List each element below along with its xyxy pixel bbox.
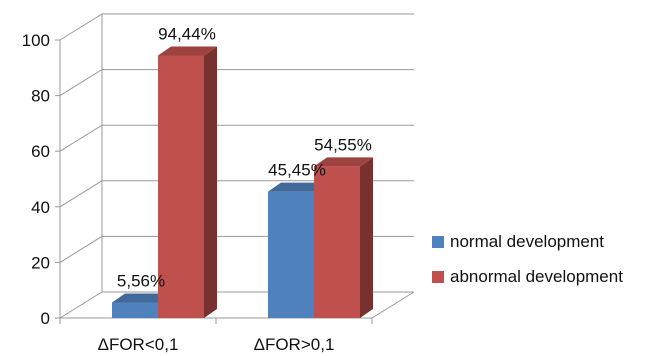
bar-side-abnormal-development-0 bbox=[204, 46, 217, 319]
bars bbox=[112, 46, 373, 319]
floor-right-edge bbox=[371, 291, 415, 319]
gridline bbox=[59, 69, 414, 97]
bar-normal-development-0 bbox=[112, 302, 158, 318]
y-tick-label: 100 bbox=[22, 31, 50, 50]
bar-top-abnormal-development-0 bbox=[158, 46, 217, 56]
legend-label-abnormal: abnormal development bbox=[450, 266, 623, 286]
bar-top-normal-development-1 bbox=[268, 182, 327, 192]
legend-swatch-abnormal bbox=[432, 270, 444, 283]
data-label-abnormal-development-0: 94,44% bbox=[158, 24, 216, 43]
bar-top-normal-development-0 bbox=[112, 293, 171, 303]
data-label-normal-development-0: 5,56% bbox=[117, 272, 165, 291]
y-tick-labels: 0 20 40 60 80 100 bbox=[22, 31, 50, 328]
y-tick-label: 60 bbox=[31, 142, 50, 161]
bar-abnormal-development-1 bbox=[314, 166, 360, 318]
category-label-1: ΔFOR>0,1 bbox=[254, 335, 335, 354]
category-labels: ΔFOR<0,1 ΔFOR>0,1 bbox=[98, 335, 335, 354]
data-label-abnormal-development-1: 54,55% bbox=[314, 135, 372, 154]
y-tick-label: 40 bbox=[31, 198, 50, 217]
legend-swatch-normal bbox=[432, 235, 444, 248]
category-label-0: ΔFOR<0,1 bbox=[98, 335, 179, 354]
y-tick-label: 80 bbox=[31, 87, 50, 106]
gridline bbox=[59, 13, 414, 41]
legend-label-normal: normal development bbox=[450, 231, 605, 251]
data-label-normal-development-1: 45,45% bbox=[268, 161, 326, 180]
legend-item-normal: normal development bbox=[432, 224, 623, 259]
legend: normal development abnormal development bbox=[432, 224, 623, 294]
bar-top-abnormal-development-1 bbox=[314, 157, 373, 167]
y-tick-label: 0 bbox=[41, 309, 50, 328]
bar-side-abnormal-development-1 bbox=[360, 157, 373, 318]
legend-item-abnormal: abnormal development bbox=[432, 259, 623, 294]
bar-normal-development-1 bbox=[268, 191, 314, 318]
bar-abnormal-development-0 bbox=[158, 55, 204, 319]
y-tick-label: 20 bbox=[31, 253, 50, 272]
data-labels: 5,56% 94,44% 45,45% 54,55% bbox=[117, 24, 372, 290]
